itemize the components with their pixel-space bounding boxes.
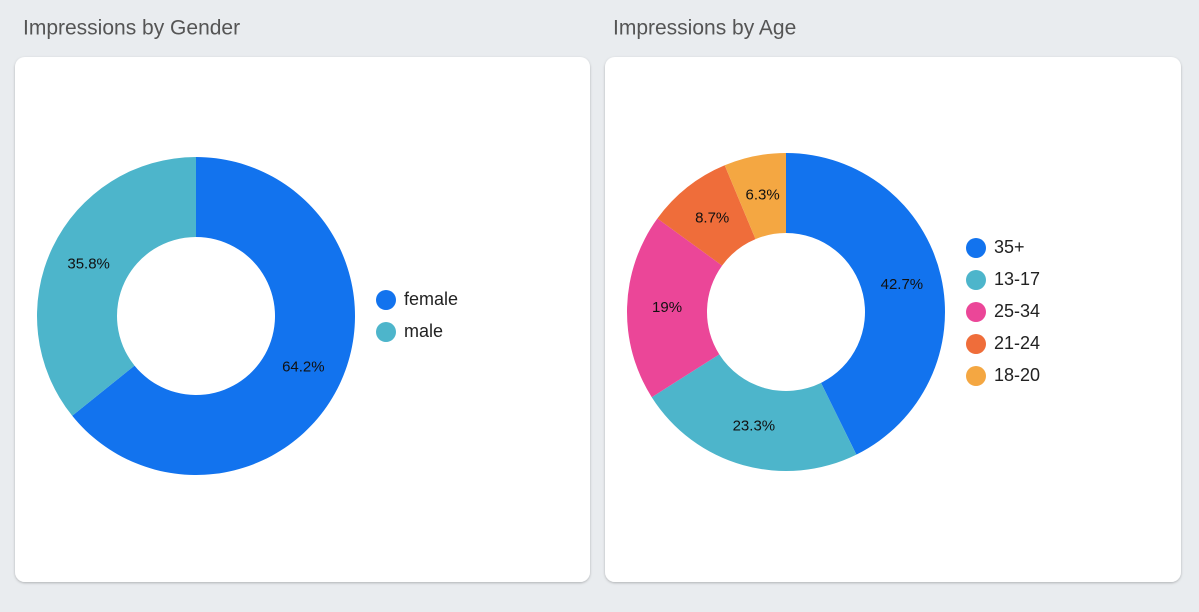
legend-label: 25-34 (994, 301, 1040, 321)
donut-slice (72, 157, 356, 475)
chart-title: Impressions by Age (613, 17, 796, 40)
slice-label: 19% (652, 299, 682, 316)
donut-slice (724, 153, 786, 240)
legend-swatch (966, 270, 986, 290)
legend-label: 18-20 (994, 365, 1040, 385)
donut-slice (786, 153, 945, 455)
slice-label: 64.2% (282, 358, 325, 375)
legend-label: 21-24 (994, 333, 1040, 353)
legend-swatch (376, 290, 396, 310)
chart-title: Impressions by Gender (23, 17, 240, 40)
slice-label: 6.3% (745, 186, 779, 203)
legend-label: 13-17 (994, 269, 1040, 289)
legend-label: 35+ (994, 237, 1025, 257)
slice-label: 42.7% (881, 276, 924, 293)
legend-swatch (966, 238, 986, 258)
donut-slice (657, 165, 756, 266)
donut-slice (37, 157, 196, 416)
slice-label: 23.3% (733, 418, 776, 435)
slice-label: 35.8% (67, 256, 110, 273)
legend-swatch (966, 302, 986, 322)
donut-slice (627, 218, 723, 398)
donut-slice (651, 354, 857, 471)
legend-swatch (376, 322, 396, 342)
legend-swatch (966, 366, 986, 386)
legend-swatch (966, 334, 986, 354)
legend-label: male (404, 321, 443, 341)
legend-label: female (404, 289, 458, 309)
slice-label: 8.7% (695, 210, 729, 227)
